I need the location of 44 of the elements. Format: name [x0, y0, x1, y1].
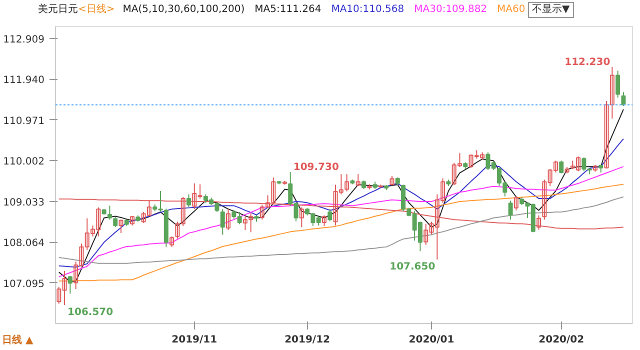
y-tick-label: 110.971	[3, 116, 45, 127]
text: MA10:110.568	[331, 4, 404, 15]
chart-subtitle: <日线>	[78, 4, 115, 15]
candlestick	[220, 208, 225, 236]
candlestick	[107, 205, 112, 220]
y-tick-label: 107.095	[3, 278, 45, 290]
y-tick-label: 109.033	[3, 197, 45, 208]
candlestick	[356, 174, 360, 186]
candlestick	[616, 70, 620, 98]
annotation: 112.230	[564, 56, 610, 68]
text: 日线 ▲	[2, 335, 34, 346]
x-tick-label: 2019/12	[284, 334, 330, 346]
text: MA60	[497, 4, 526, 15]
candlestick	[113, 216, 118, 228]
annotation: 106.570	[68, 306, 114, 318]
annotation: 109.730	[293, 162, 339, 174]
x-tick-label: 2019/11	[172, 334, 218, 346]
text: 不显示▼	[528, 2, 574, 18]
candlestick	[610, 66, 614, 120]
candlestick	[118, 219, 124, 234]
candlestick	[390, 175, 394, 186]
candlestick	[186, 194, 191, 208]
candlestick	[322, 214, 326, 226]
candlestick	[621, 92, 626, 107]
candlestick	[226, 208, 231, 231]
text: MA30:109.882	[414, 4, 488, 15]
y-tick-label: 111.940	[3, 75, 45, 86]
candlestick	[514, 196, 518, 211]
legend-title: MA(5,10,30,60,100,200)	[122, 4, 245, 15]
annotation: 107.650	[390, 262, 436, 273]
x-tick-label: 2020/02	[538, 334, 584, 346]
candlestick	[508, 200, 513, 220]
candlestick	[68, 275, 72, 294]
y-tick-label: 110.002	[3, 156, 45, 168]
chart-title: 美元日元	[38, 4, 78, 15]
candlestick	[170, 236, 174, 248]
candlestick	[130, 216, 135, 226]
candlestick	[559, 160, 564, 174]
candlestick	[604, 100, 609, 169]
text: MA5:111.264	[254, 4, 322, 15]
candlestick	[328, 208, 332, 222]
y-tick-label: 112.909	[3, 34, 45, 46]
x-tick-label: 2020/01	[408, 334, 454, 346]
y-tick-label: 108.064	[3, 238, 45, 250]
